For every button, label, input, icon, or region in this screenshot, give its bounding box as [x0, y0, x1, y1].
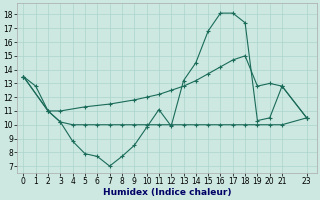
X-axis label: Humidex (Indice chaleur): Humidex (Indice chaleur) — [103, 188, 231, 197]
